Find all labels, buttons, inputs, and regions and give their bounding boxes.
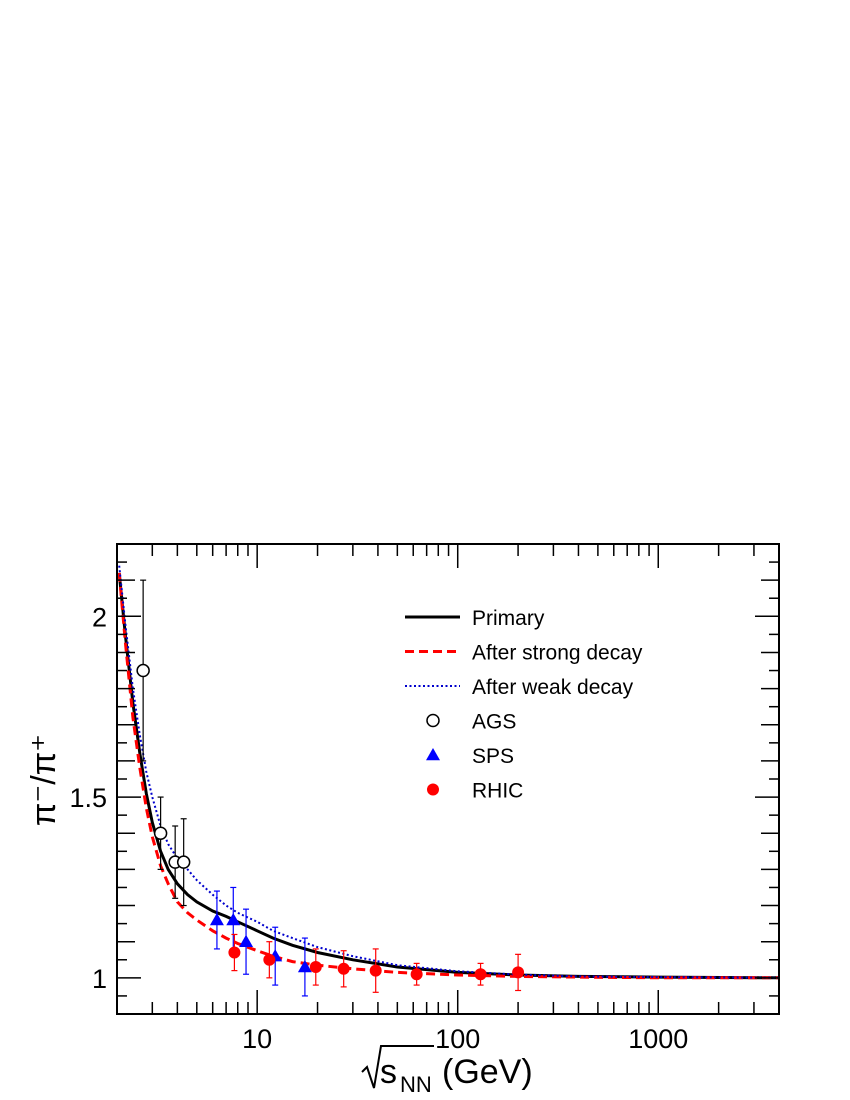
marker <box>512 966 525 979</box>
marker <box>239 934 254 947</box>
marker <box>226 913 241 926</box>
points-layer <box>136 579 525 997</box>
legend-label: AGS <box>472 711 516 734</box>
x-tick-label: 100 <box>435 1024 480 1054</box>
legend-label: Primary <box>472 607 545 630</box>
data-point-rhic <box>369 948 382 993</box>
plot-frame <box>116 543 780 1015</box>
y-tick-label: 2 <box>92 602 107 632</box>
legend-entry: Primary <box>405 607 545 630</box>
legend-label: After weak decay <box>472 676 634 699</box>
data-point-sps <box>239 908 254 975</box>
legend-marker <box>426 748 440 761</box>
x-axis-label-sub: NN <box>400 1072 432 1097</box>
legend-marker <box>427 783 439 796</box>
marker <box>136 663 150 678</box>
curves-layer <box>117 565 779 980</box>
x-tick-label: 1000 <box>628 1024 688 1054</box>
x-axis-label: s NN (GeV) <box>361 1045 533 1097</box>
marker <box>337 962 350 975</box>
marker <box>297 960 312 973</box>
data-point-ags <box>153 796 168 870</box>
series-sps <box>209 886 312 997</box>
data-point-sps <box>297 937 312 997</box>
y-tick-label: 1 <box>92 964 107 994</box>
series-rhic <box>228 933 525 993</box>
legend-label: RHIC <box>472 780 523 803</box>
curve-after-strong-decay <box>117 572 779 980</box>
axes-layer: 10 100 1000 1 1.5 2 <box>69 543 780 1054</box>
marker <box>369 964 382 977</box>
legend-entry: SPS <box>426 745 514 768</box>
data-point-ags <box>136 579 150 762</box>
curve-primary <box>117 572 779 980</box>
marker <box>410 968 423 981</box>
legend-label: After strong decay <box>472 642 643 665</box>
sqrt-symbol <box>361 1045 434 1089</box>
marker <box>228 946 241 959</box>
legend-entry: After strong decay <box>405 642 643 665</box>
axis-labels: π⁻/π⁺ s NN (GeV) <box>25 734 533 1097</box>
legend: Primary After strong decay After weak deca… <box>405 607 643 803</box>
legend-label: SPS <box>472 745 514 768</box>
data-point-sps <box>209 890 224 950</box>
marker <box>209 913 224 926</box>
data-point-rhic <box>474 962 487 986</box>
marker <box>309 961 322 973</box>
y-axis-label: π⁻/π⁺ <box>25 734 63 826</box>
y-tick-label: 1.5 <box>69 783 107 813</box>
series-ags <box>136 579 191 907</box>
marker <box>176 855 191 869</box>
legend-entry: RHIC <box>427 780 523 803</box>
data-point-rhic <box>263 941 276 979</box>
legend-marker <box>426 713 440 728</box>
x-axis-label-unit: (GeV) <box>442 1053 533 1091</box>
legend-entry: After weak decay <box>405 676 634 699</box>
data-point-ags <box>176 818 191 907</box>
legend-entry: AGS <box>426 711 516 734</box>
x-axis-label-var: s <box>380 1053 397 1091</box>
data-point-rhic <box>337 950 350 988</box>
data-point-rhic <box>410 962 423 986</box>
marker <box>474 968 487 981</box>
x-tick-label: 10 <box>242 1024 272 1054</box>
marker <box>263 953 276 966</box>
data-point-rhic <box>512 953 525 992</box>
marker <box>153 826 168 840</box>
curve-after-weak-decay <box>118 565 779 979</box>
data-point-rhic <box>228 933 241 972</box>
data-point-rhic <box>309 948 322 986</box>
